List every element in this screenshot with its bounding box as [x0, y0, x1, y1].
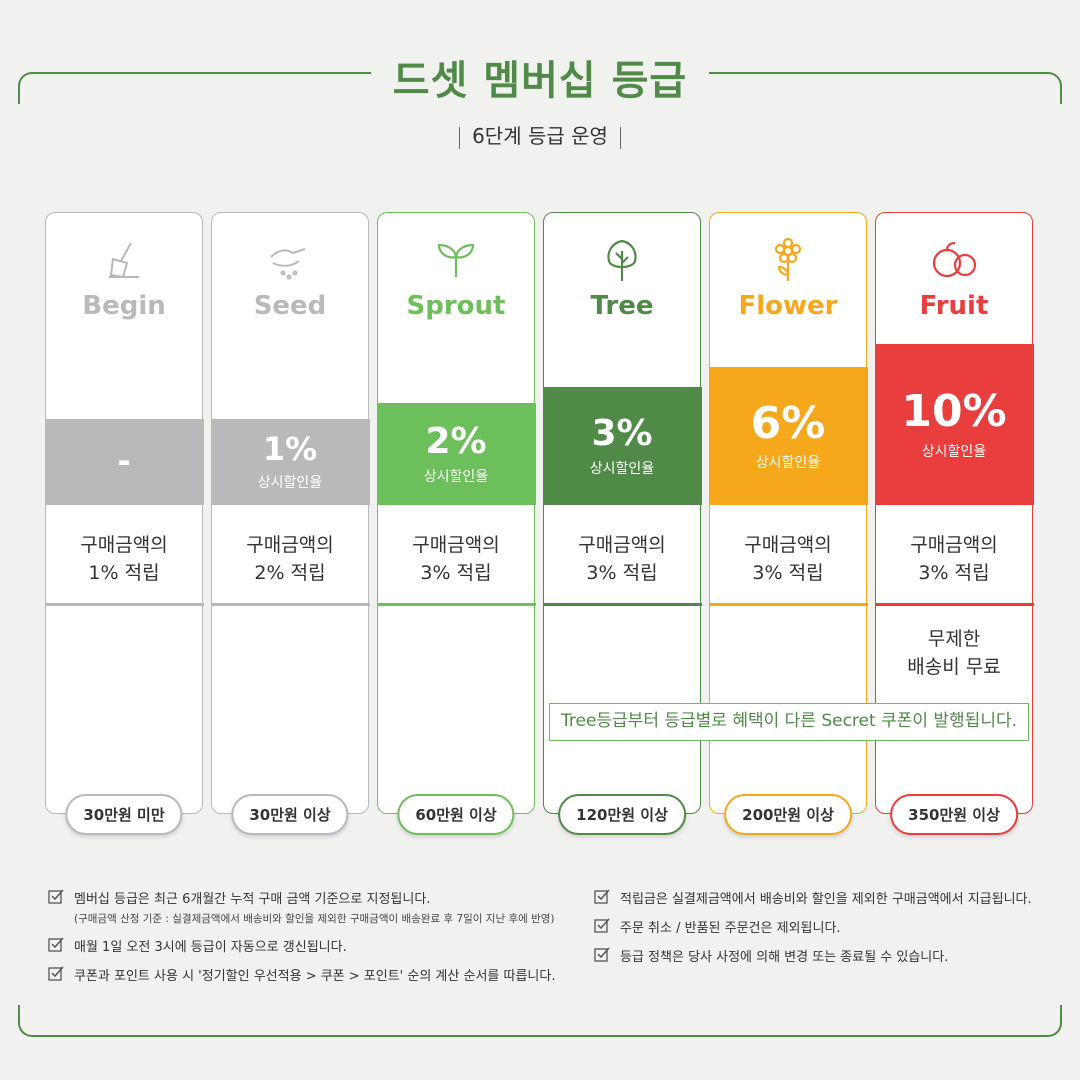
note-text: 등급 정책은 당사 사정에 의해 변경 또는 종료될 수 있습니다.: [620, 950, 949, 965]
discount-rate: 1%: [262, 430, 318, 469]
tier-name: Tree: [590, 291, 654, 321]
tree-icon: [544, 237, 700, 283]
benefit-line: 3% 적립: [586, 562, 658, 584]
discount-rate-label: 상시할인율: [589, 460, 655, 477]
seed-hand-icon: [212, 237, 368, 283]
discount-rate: 2%: [425, 421, 487, 463]
benefit-line: 구매금액의: [80, 534, 168, 556]
point-benefit: 구매금액의 3% 적립: [378, 531, 534, 587]
benefit-line: 무제한: [927, 628, 981, 650]
note-item: 멤버십 등급은 최근 6개월간 누적 구매 금액 기준으로 지정됩니다.: [48, 888, 588, 907]
discount-rate: 6%: [750, 397, 826, 449]
threshold-badge: 30만원 미만: [65, 794, 183, 835]
tier-name: Begin: [82, 291, 166, 321]
coupon-notice: Tree등급부터 등급별로 혜택이 다른 Secret 쿠폰이 발행됩니다.: [549, 703, 1029, 741]
divider: [459, 126, 461, 149]
discount-rate-label: 상시할인율: [755, 455, 821, 472]
flower-icon: [710, 237, 866, 283]
divider: [619, 126, 621, 149]
benefit-line: 구매금액의: [910, 534, 998, 556]
benefit-line: 구매금액의: [578, 534, 666, 556]
benefit-line: 3% 적립: [420, 562, 492, 584]
benefit-line: 배송비 무료: [907, 656, 1001, 678]
note-text: 주문 취소 / 반품된 주문건은 제외됩니다.: [620, 921, 841, 936]
benefit-line: 구매금액의: [246, 534, 334, 556]
discount-rate-band: 2% 상시할인율: [376, 403, 536, 505]
page-subtitle: 6단계 등급 운영: [472, 124, 608, 148]
trowel-icon: [46, 237, 202, 283]
discount-rate-band: 10% 상시할인율: [874, 344, 1034, 505]
discount-rate-band: 1% 상시할인율: [210, 419, 370, 505]
tier-name: Sprout: [406, 291, 506, 321]
page-title: 드셋 멤버십 등급: [370, 58, 710, 104]
page-title-wrap: 드셋 멤버십 등급: [0, 48, 1080, 106]
checkbox-icon: [594, 918, 610, 933]
point-benefit: 구매금액의 2% 적립: [212, 531, 368, 587]
benefit-line: 구매금액의: [744, 534, 832, 556]
tier-name: Flower: [738, 291, 838, 321]
tier-name: Seed: [253, 291, 327, 321]
benefit-line: 2% 적립: [254, 562, 326, 584]
divider: [874, 603, 1034, 606]
subtitle-wrap: 6단계 등급 운영: [0, 120, 1080, 149]
discount-rate-label: 상시할인율: [423, 468, 489, 485]
point-benefit: 구매금액의 3% 적립: [544, 531, 700, 587]
tier-card-begin: Begin - 구매금액의 1% 적립 30만원 미만: [44, 212, 204, 835]
note-item: 매월 1일 오전 3시에 등급이 자동으로 갱신됩니다.: [48, 936, 588, 955]
divider: [376, 603, 536, 606]
notes-left: 멤버십 등급은 최근 6개월간 누적 구매 금액 기준으로 지정됩니다. (구매…: [48, 888, 588, 994]
threshold-badge: 60만원 이상: [397, 794, 515, 835]
note-text: 매월 1일 오전 3시에 등급이 자동으로 갱신됩니다.: [74, 940, 347, 955]
discount-rate-band: 3% 상시할인율: [542, 387, 702, 505]
note-subtext: (구매금액 산정 기준 : 실결제금액에서 배송비와 할인을 제외한 구매금액이…: [74, 913, 555, 925]
point-benefit: 구매금액의 1% 적립: [46, 531, 202, 587]
checkbox-icon: [48, 889, 64, 904]
note-text: 쿠폰과 포인트 사용 시 '정기할인 우선적용 > 쿠폰 > 포인트' 순의 계…: [74, 969, 556, 984]
note-text: 적립금은 실결제금액에서 배송비와 할인을 제외한 구매금액에서 지급됩니다.: [620, 892, 1032, 907]
checkbox-icon: [48, 966, 64, 981]
discount-rate: 10%: [901, 386, 1007, 438]
divider: [708, 603, 868, 606]
threshold-badge: 120만원 이상: [558, 794, 686, 835]
discount-rate-band: -: [44, 419, 204, 505]
divider: [44, 603, 204, 606]
point-benefit: 구매금액의 3% 적립: [876, 531, 1032, 587]
checkbox-icon: [594, 947, 610, 962]
tier-name: Fruit: [919, 291, 989, 321]
discount-rate-label: 상시할인율: [921, 443, 987, 460]
benefit-line: 1% 적립: [88, 562, 160, 584]
note-text: 멤버십 등급은 최근 6개월간 누적 구매 금액 기준으로 지정됩니다.: [74, 892, 431, 907]
checkbox-icon: [594, 889, 610, 904]
benefit-line: 구매금액의: [412, 534, 500, 556]
frame-bottom-border: [18, 1005, 1062, 1037]
fruit-icon: [876, 237, 1032, 283]
note-item: 등급 정책은 당사 사정에 의해 변경 또는 종료될 수 있습니다.: [594, 946, 1054, 965]
discount-rate: -: [117, 442, 131, 481]
notes-right: 적립금은 실결제금액에서 배송비와 할인을 제외한 구매금액에서 지급됩니다. …: [594, 888, 1054, 975]
note-item: 쿠폰과 포인트 사용 시 '정기할인 우선적용 > 쿠폰 > 포인트' 순의 계…: [48, 965, 588, 984]
threshold-badge: 350만원 이상: [890, 794, 1018, 835]
checkbox-icon: [48, 937, 64, 952]
discount-rate-band: 6% 상시할인율: [708, 367, 868, 505]
divider: [542, 603, 702, 606]
benefit-line: 3% 적립: [752, 562, 824, 584]
sprout-icon: [378, 237, 534, 283]
threshold-badge: 30만원 이상: [231, 794, 349, 835]
discount-rate-label: 상시할인율: [257, 474, 323, 491]
note-item: 적립금은 실결제금액에서 배송비와 할인을 제외한 구매금액에서 지급됩니다.: [594, 888, 1054, 907]
point-benefit: 구매금액의 3% 적립: [710, 531, 866, 587]
discount-rate: 3%: [591, 413, 653, 455]
benefit-line: 3% 적립: [918, 562, 990, 584]
threshold-badge: 200만원 이상: [724, 794, 852, 835]
divider: [210, 603, 370, 606]
note-item: 주문 취소 / 반품된 주문건은 제외됩니다.: [594, 917, 1054, 936]
